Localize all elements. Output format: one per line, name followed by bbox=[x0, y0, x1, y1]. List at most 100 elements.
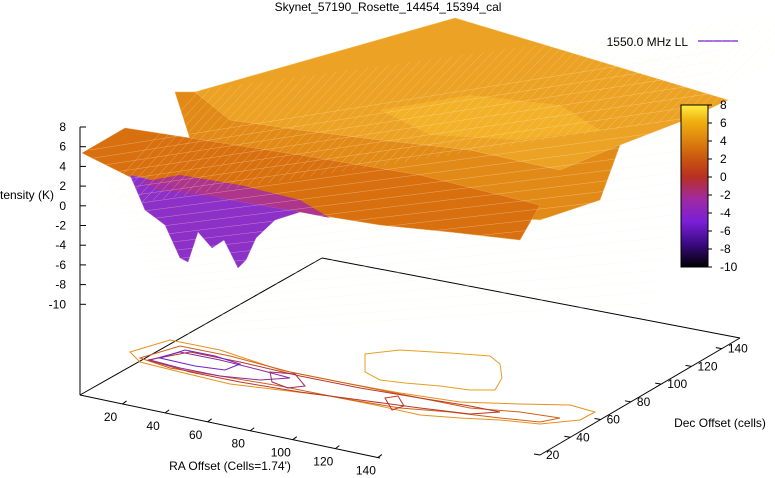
mesh-line bbox=[157, 236, 670, 287]
mesh-line bbox=[562, 26, 673, 139]
mesh-line bbox=[141, 192, 682, 255]
mesh-line bbox=[709, 50, 775, 116]
ra-axis-label: RA Offset (Cells=1.74') bbox=[169, 459, 291, 473]
mesh-line bbox=[677, 24, 775, 121]
ra-tick-mark bbox=[207, 418, 212, 423]
mesh-line bbox=[530, 31, 642, 143]
mesh-line bbox=[572, 25, 684, 137]
dec-tick-mark bbox=[685, 364, 692, 367]
colorbar-ticks: 8 6 4 2 0 -2 -4 -6 -8 -10 bbox=[708, 98, 738, 274]
colorbar-tick-label: -4 bbox=[720, 206, 731, 220]
mesh-line bbox=[331, 57, 442, 174]
mesh-line bbox=[105, 93, 709, 183]
mesh-line bbox=[604, 21, 715, 132]
mesh-line bbox=[593, 22, 705, 134]
mesh-line bbox=[362, 53, 474, 169]
mesh-line bbox=[173, 280, 658, 319]
contour-inner-1 bbox=[148, 351, 291, 381]
dec-tick-mark bbox=[624, 400, 631, 403]
dec-axis-ticks: 20 40 60 80 100 120 140 bbox=[533, 342, 748, 462]
mesh-line bbox=[215, 73, 327, 191]
mesh-line bbox=[149, 214, 676, 271]
ra-tick-mark bbox=[335, 445, 340, 450]
mesh-line bbox=[614, 19, 726, 131]
mesh-line bbox=[163, 80, 274, 199]
mesh-line bbox=[125, 148, 694, 223]
dec-tick-mark bbox=[533, 453, 541, 456]
ra-axis-ticks: 20 40 60 80 100 120 140 bbox=[104, 400, 383, 478]
mesh-line bbox=[289, 63, 400, 180]
contour-inner-2 bbox=[158, 349, 242, 371]
mesh-line bbox=[121, 137, 697, 215]
mesh-line bbox=[236, 70, 348, 188]
mesh-line bbox=[310, 60, 421, 177]
mesh-line bbox=[352, 54, 463, 171]
ra-tick-mark bbox=[122, 400, 127, 405]
mesh-line bbox=[93, 60, 718, 159]
mesh-line bbox=[646, 15, 757, 126]
z-tick-label: -4 bbox=[55, 238, 66, 252]
mesh-line bbox=[177, 291, 655, 327]
contour-mid-1 bbox=[138, 345, 561, 423]
ra-tick-label: 80 bbox=[232, 437, 246, 451]
mesh-line bbox=[109, 104, 706, 191]
ra-tick-label: 120 bbox=[313, 455, 333, 469]
mesh-line bbox=[425, 45, 537, 159]
mesh-line bbox=[268, 66, 379, 183]
ra-tick-label: 40 bbox=[146, 419, 160, 433]
mesh-line bbox=[520, 32, 631, 145]
floor-back-edge bbox=[79, 257, 323, 396]
colorbar-tick-label: -2 bbox=[720, 188, 731, 202]
mesh-line bbox=[133, 170, 688, 239]
z-tick-label: 8 bbox=[59, 120, 66, 134]
ra-tick-label: 100 bbox=[271, 446, 291, 460]
mesh-line bbox=[625, 18, 736, 129]
mesh-line bbox=[488, 36, 600, 150]
mesh-line bbox=[97, 71, 715, 167]
surface-dip-upper bbox=[140, 175, 330, 218]
colorbar-tick-label: 8 bbox=[720, 98, 727, 112]
dec-tick-label: 80 bbox=[637, 395, 651, 409]
mesh-line bbox=[436, 43, 547, 158]
mesh-line bbox=[478, 38, 589, 151]
colorbar-tick-label: 2 bbox=[720, 152, 727, 166]
z-tick-label: -10 bbox=[49, 297, 67, 311]
mesh-line bbox=[145, 203, 679, 263]
dec-tick-label: 140 bbox=[728, 342, 748, 356]
z-tick-label: 4 bbox=[59, 159, 66, 173]
z-axis-label: Intensity (K) bbox=[0, 188, 54, 202]
contour-inner-3 bbox=[269, 371, 306, 389]
mesh-line bbox=[142, 82, 253, 203]
mesh-line bbox=[117, 126, 700, 207]
ra-tick-mark bbox=[249, 427, 255, 432]
dec-axis-line bbox=[539, 337, 741, 456]
mesh-line bbox=[110, 87, 222, 207]
mesh-line bbox=[341, 56, 453, 172]
dec-axis-label: Dec Offset (cells) bbox=[674, 416, 766, 430]
mesh-grid-lines bbox=[89, 14, 775, 335]
mesh-line bbox=[181, 302, 652, 335]
mesh-line bbox=[165, 258, 664, 303]
colorbar-tick-label: -10 bbox=[720, 260, 738, 274]
mesh-line bbox=[394, 49, 505, 164]
mesh-line bbox=[698, 42, 775, 118]
z-tick-label: -8 bbox=[55, 278, 66, 292]
contour-mid-2 bbox=[147, 351, 501, 415]
mesh-line bbox=[153, 225, 673, 279]
mesh-line bbox=[161, 247, 667, 295]
ra-tick-mark bbox=[377, 454, 383, 458]
colorbar-tick-label: -8 bbox=[720, 242, 731, 256]
dec-tick-label: 100 bbox=[667, 377, 687, 391]
z-tick-label: -2 bbox=[55, 219, 66, 233]
mesh-line bbox=[278, 64, 390, 182]
mesh-line bbox=[113, 115, 703, 199]
z-tick-label: -6 bbox=[55, 258, 66, 272]
mesh-line bbox=[129, 159, 691, 231]
mesh-line bbox=[173, 78, 285, 198]
dec-tick-mark bbox=[564, 435, 571, 438]
mesh-line bbox=[247, 68, 358, 187]
colorbar-tick-label: 0 bbox=[720, 170, 727, 184]
mesh-line bbox=[467, 39, 579, 153]
mesh-line bbox=[131, 84, 243, 204]
dec-tick-label: 40 bbox=[576, 430, 590, 444]
